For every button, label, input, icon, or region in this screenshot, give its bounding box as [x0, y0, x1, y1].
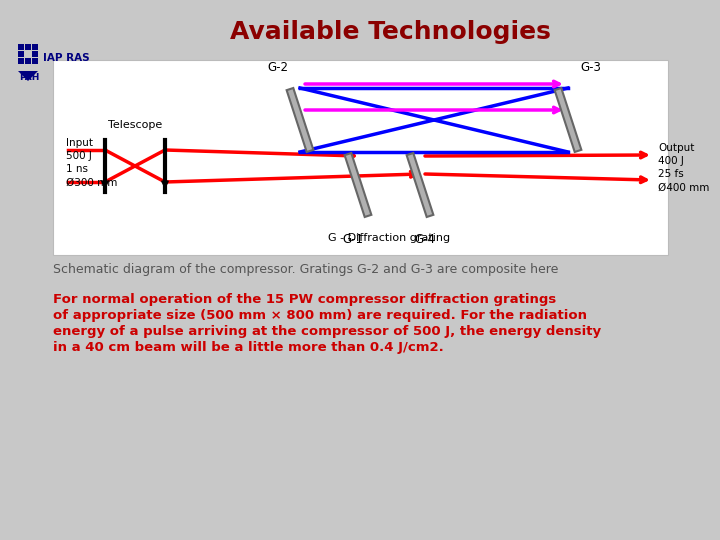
Text: of appropriate size (500 mm × 800 mm) are required. For the radiation: of appropriate size (500 mm × 800 mm) ar…	[53, 309, 587, 322]
Bar	[32, 58, 38, 64]
Bar	[18, 44, 24, 50]
Text: IAP RAS: IAP RAS	[43, 53, 89, 63]
Bar	[25, 44, 31, 50]
Text: Output
400 J
25 fs
Ø400 mm: Output 400 J 25 fs Ø400 mm	[658, 143, 709, 193]
Bar	[32, 51, 38, 57]
Text: Telescope: Telescope	[108, 120, 162, 130]
Bar	[32, 44, 38, 50]
Text: Schematic diagram of the compressor. Gratings G-2 and G-3 are composite here: Schematic diagram of the compressor. Gra…	[53, 263, 559, 276]
Text: G-1: G-1	[343, 233, 364, 246]
Bar	[18, 51, 24, 57]
Text: energy of a pulse arriving at the compressor of 500 J, the energy density: energy of a pulse arriving at the compre…	[53, 325, 601, 338]
Polygon shape	[18, 71, 38, 81]
FancyBboxPatch shape	[53, 60, 668, 255]
Text: G-2: G-2	[267, 61, 288, 74]
Text: PAH: PAH	[19, 73, 40, 82]
Text: Input
500 J
1 ns
Ø300 mm: Input 500 J 1 ns Ø300 mm	[66, 138, 117, 187]
Bar	[25, 58, 31, 64]
Text: G-4: G-4	[415, 233, 436, 246]
Polygon shape	[287, 88, 313, 152]
Text: Available Technologies: Available Technologies	[230, 20, 550, 44]
Bar	[18, 58, 24, 64]
Text: G-3: G-3	[580, 61, 601, 74]
Text: in a 40 cm beam will be a little more than 0.4 J/cm2.: in a 40 cm beam will be a little more th…	[53, 341, 444, 354]
Text: G - Diffraction grating: G - Diffraction grating	[328, 233, 450, 243]
Text: For normal operation of the 15 PW compressor diffraction gratings: For normal operation of the 15 PW compre…	[53, 293, 557, 306]
Polygon shape	[407, 153, 433, 217]
Polygon shape	[345, 153, 372, 217]
Polygon shape	[554, 88, 581, 152]
